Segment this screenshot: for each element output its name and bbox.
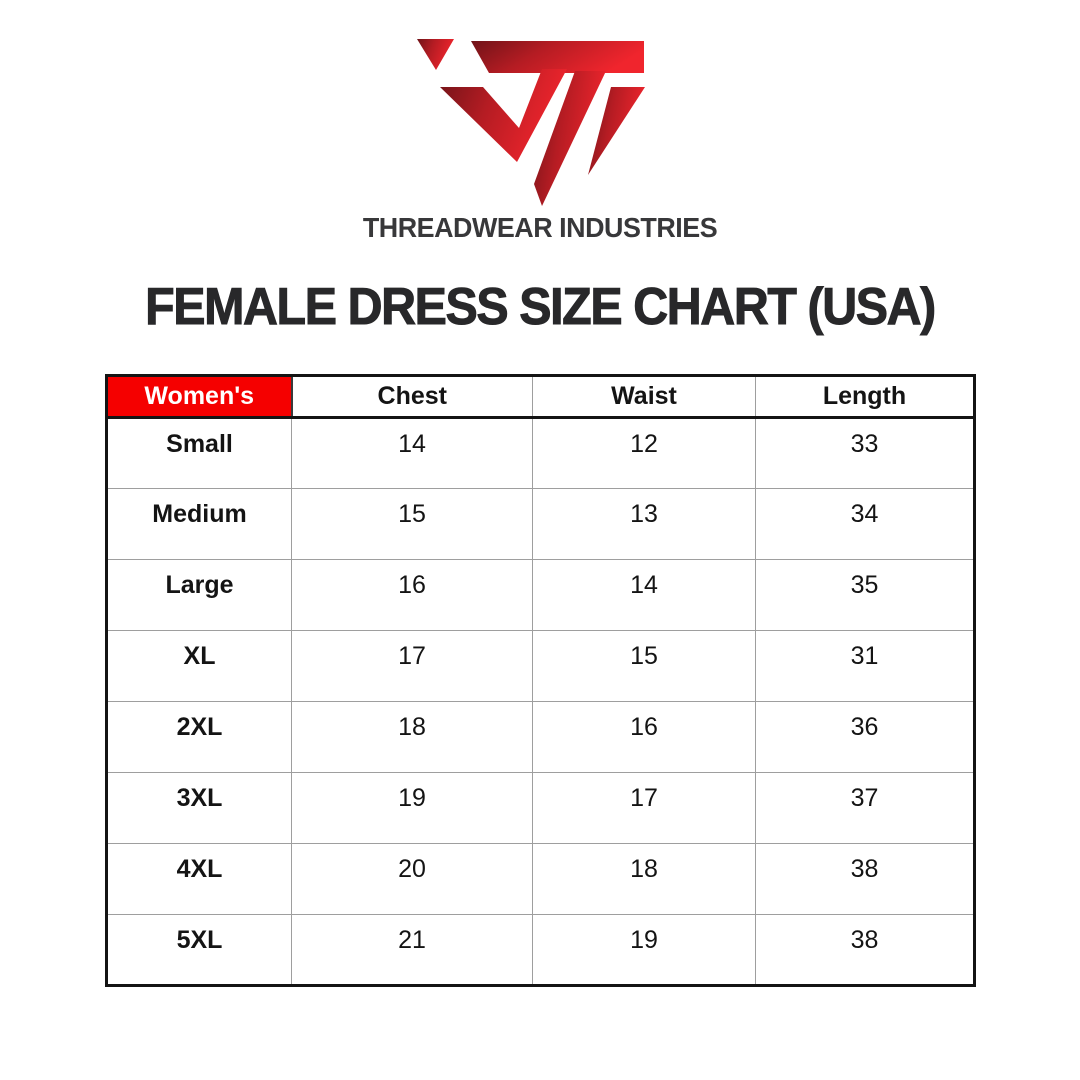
length-value: 34 (755, 488, 975, 560)
header-row: Women's Chest Waist Length (106, 374, 975, 419)
chest-value: 17 (291, 630, 533, 702)
size-label: 5XL (106, 914, 292, 986)
waist-value: 15 (532, 630, 756, 702)
column-header-chest: Chest (291, 374, 533, 419)
size-label: 3XL (106, 772, 292, 844)
length-value: 36 (755, 701, 975, 773)
chest-value: 15 (291, 488, 533, 560)
size-label: 2XL (106, 701, 292, 773)
waist-value: 18 (532, 843, 756, 915)
table-row-2xl: 2XL 18 16 36 (106, 701, 975, 773)
length-value: 37 (755, 772, 975, 844)
length-value: 38 (755, 914, 975, 986)
page-title: FEMALE DRESS SIZE CHART (USA) (145, 278, 937, 337)
size-label: Medium (106, 488, 292, 560)
size-label: XL (106, 630, 292, 702)
chest-value: 16 (291, 559, 533, 631)
length-value: 38 (755, 843, 975, 915)
chest-value: 20 (291, 843, 533, 915)
chest-value: 19 (291, 772, 533, 844)
logo-t-stem-shape (534, 71, 606, 206)
size-label: 4XL (106, 843, 292, 915)
chest-value: 18 (291, 701, 533, 773)
table-row-3xl: 3XL 19 17 37 (106, 772, 975, 844)
waist-value: 13 (532, 488, 756, 560)
brand-logo (404, 38, 654, 208)
table-row-5xl: 5XL 21 19 38 (106, 914, 975, 986)
chest-value: 21 (291, 914, 533, 986)
length-value: 35 (755, 559, 975, 631)
logo-right-triangle-shape (588, 87, 645, 175)
column-header-length: Length (755, 374, 975, 419)
brand-name: THREADWEAR INDUSTRIES (362, 212, 718, 243)
logo-v-shape (440, 69, 567, 162)
size-chart-table: Women's Chest Waist Length Small 14 12 3… (105, 374, 976, 987)
waist-value: 19 (532, 914, 756, 986)
table-row-4xl: 4XL 20 18 38 (106, 843, 975, 915)
waist-value: 16 (532, 701, 756, 773)
waist-value: 17 (532, 772, 756, 844)
table-row-small: Small 14 12 33 (106, 417, 975, 489)
vt-monogram-icon (417, 39, 645, 206)
length-value: 33 (755, 417, 975, 489)
waist-value: 14 (532, 559, 756, 631)
table-row-medium: Medium 15 13 34 (106, 488, 975, 560)
table-row-large: Large 16 14 35 (106, 559, 975, 631)
waist-value: 12 (532, 417, 756, 489)
chest-value: 14 (291, 417, 533, 489)
column-header-waist: Waist (532, 374, 756, 419)
table-row-xl: XL 17 15 31 (106, 630, 975, 702)
logo-slash-shape (417, 39, 454, 70)
logo-t-bar-shape (471, 41, 644, 73)
column-header-womens: Women's (106, 374, 293, 419)
size-label: Small (106, 417, 292, 489)
size-label: Large (106, 559, 292, 631)
length-value: 31 (755, 630, 975, 702)
